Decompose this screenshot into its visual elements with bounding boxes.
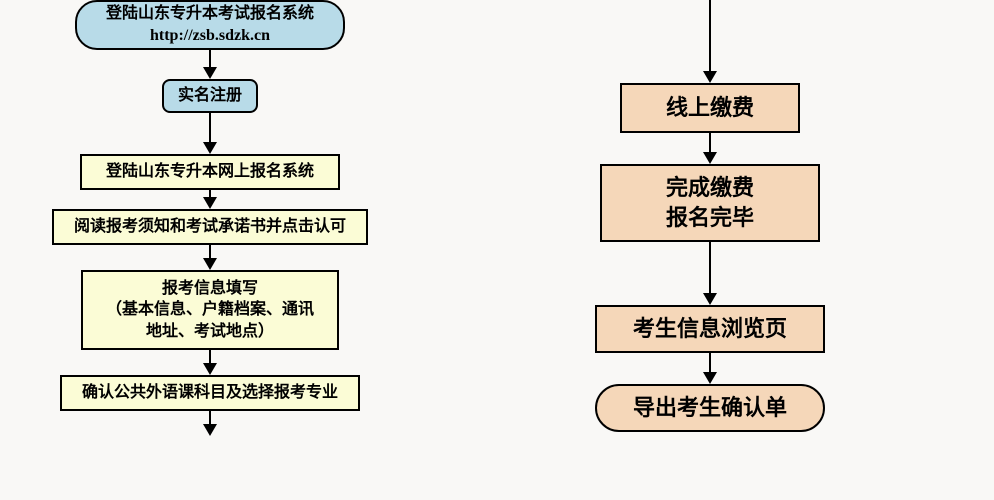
right-node-3-line-0: 导出考生确认单	[633, 393, 787, 423]
left-arrow-3	[203, 245, 217, 270]
left-arrow-2	[203, 190, 217, 209]
left-node-0: 登陆山东专升本考试报名系统 http://zsb.sdzk.cn	[75, 0, 345, 50]
left-node-0-line-0: 登陆山东专升本考试报名系统	[106, 3, 314, 25]
left-arrow-1	[203, 113, 217, 154]
right-column: 线上缴费 完成缴费 报名完毕 考生信息浏览页 导出考生确认单	[580, 0, 840, 432]
left-node-0-line-1: http://zsb.sdzk.cn	[150, 25, 270, 47]
right-node-1-line-0: 完成缴费	[666, 173, 754, 203]
left-node-3: 阅读报考须知和考试承诺书并点击认可	[52, 209, 368, 245]
left-column: 登陆山东专升本考试报名系统 http://zsb.sdzk.cn 实名注册 登陆…	[60, 0, 360, 436]
left-node-5-line-0: 确认公共外语课科目及选择报考专业	[82, 382, 338, 404]
left-arrow-0	[203, 50, 217, 79]
left-arrow-5	[203, 411, 217, 436]
left-node-4-line-0: 报考信息填写	[162, 278, 258, 300]
left-node-1: 实名注册	[162, 79, 258, 113]
right-node-0: 线上缴费	[620, 83, 800, 133]
right-arrow-2	[703, 353, 717, 384]
right-node-2: 考生信息浏览页	[595, 305, 825, 353]
right-node-1: 完成缴费 报名完毕	[600, 164, 820, 242]
left-arrow-4	[203, 350, 217, 375]
left-node-1-line-0: 实名注册	[178, 85, 242, 107]
left-node-4: 报考信息填写 （基本信息、户籍档案、通讯 地址、考试地点）	[81, 270, 339, 350]
left-node-4-line-1: （基本信息、户籍档案、通讯	[106, 299, 314, 321]
left-node-2: 登陆山东专升本网上报名系统	[80, 154, 340, 190]
left-node-2-line-0: 登陆山东专升本网上报名系统	[106, 161, 314, 183]
right-arrow-1	[703, 242, 717, 305]
right-arrow-0	[703, 133, 717, 164]
left-node-3-line-0: 阅读报考须知和考试承诺书并点击认可	[74, 216, 346, 238]
right-pre-arrow	[703, 0, 717, 83]
right-node-3: 导出考生确认单	[595, 384, 825, 432]
right-node-0-line-0: 线上缴费	[666, 93, 754, 123]
right-node-1-line-1: 报名完毕	[666, 203, 754, 233]
left-node-4-line-2: 地址、考试地点）	[146, 321, 274, 343]
left-node-5: 确认公共外语课科目及选择报考专业	[60, 375, 360, 411]
right-node-2-line-0: 考生信息浏览页	[633, 314, 787, 344]
